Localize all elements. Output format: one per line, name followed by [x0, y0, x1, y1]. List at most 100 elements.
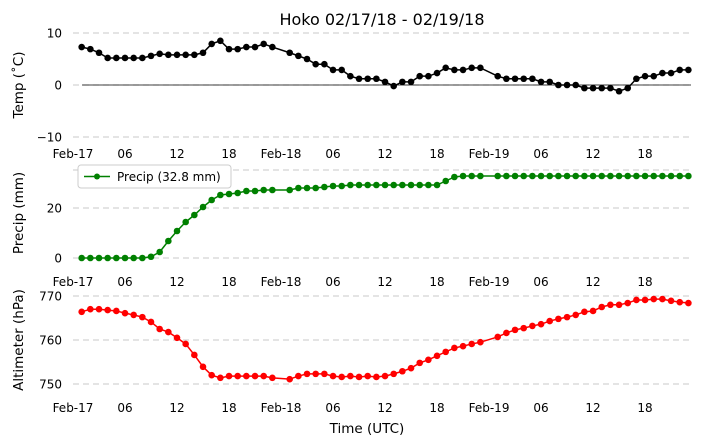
data-point — [659, 172, 666, 180]
data-point — [173, 227, 181, 235]
data-point — [321, 183, 328, 191]
data-point — [650, 172, 658, 180]
data-point — [269, 43, 276, 51]
data-point — [598, 172, 606, 180]
data-point — [477, 64, 484, 72]
data-point — [589, 307, 597, 315]
data-point — [451, 344, 458, 352]
data-point — [563, 313, 571, 321]
data-point — [468, 64, 476, 72]
data-point — [121, 54, 129, 62]
x-tick-label: 06 — [533, 401, 548, 415]
x-tick-label: 18 — [429, 275, 444, 289]
data-point — [295, 372, 302, 380]
data-point — [156, 50, 163, 58]
x-tick-label: 06 — [533, 275, 548, 289]
data-point — [303, 370, 311, 378]
data-point — [546, 78, 554, 86]
data-point — [286, 186, 293, 194]
data-point — [347, 181, 354, 189]
x-tick-label: 18 — [429, 401, 444, 415]
data-point — [546, 317, 554, 325]
x-tick-label: 12 — [377, 401, 392, 415]
data-point — [95, 254, 103, 262]
data-point — [529, 75, 536, 83]
data-point — [451, 173, 458, 181]
data-point — [659, 69, 666, 77]
data-point — [650, 72, 658, 80]
data-point — [329, 182, 337, 190]
data-point — [503, 329, 510, 337]
data-point — [139, 313, 146, 321]
y-tick-label: 760 — [39, 334, 62, 348]
x-tick-label: 12 — [585, 147, 600, 161]
data-point — [581, 308, 588, 316]
x-tick-label: 18 — [221, 401, 236, 415]
data-point — [321, 370, 328, 378]
data-point — [225, 372, 233, 380]
data-point — [156, 325, 163, 333]
data-point — [563, 172, 571, 180]
data-point — [572, 311, 580, 319]
data-point — [269, 374, 276, 382]
data-point — [312, 184, 319, 192]
data-point — [633, 75, 640, 83]
data-point — [641, 172, 649, 180]
data-point — [607, 84, 614, 92]
data-point — [78, 308, 85, 316]
data-point — [312, 60, 319, 68]
data-point — [459, 66, 467, 74]
data-point — [104, 254, 111, 262]
data-point — [113, 54, 120, 62]
data-point — [217, 374, 224, 382]
data-point — [234, 189, 241, 197]
data-point — [173, 334, 181, 342]
y-axis-label-precip: Precip (mm) — [11, 172, 27, 254]
data-point — [667, 172, 675, 180]
x-tick-label: 06 — [325, 275, 340, 289]
data-point — [373, 181, 380, 189]
y-tick-label: 0 — [54, 252, 62, 266]
data-point — [399, 181, 406, 189]
data-point — [165, 237, 172, 245]
data-point — [520, 75, 528, 83]
data-point — [615, 172, 623, 180]
data-point — [191, 351, 198, 359]
data-point — [338, 373, 345, 381]
data-point — [130, 311, 137, 319]
data-point — [520, 172, 528, 180]
x-tick-label: Feb-17 — [53, 275, 94, 289]
data-point — [615, 301, 623, 309]
data-point — [217, 191, 224, 199]
data-point — [381, 78, 389, 86]
data-point — [425, 181, 432, 189]
legend-box — [77, 164, 232, 189]
data-point — [555, 315, 562, 323]
data-point — [494, 72, 502, 80]
y-axis-label-altimeter: Altimeter (hPa) — [11, 289, 27, 391]
data-point — [373, 373, 380, 381]
y-tick-label: −10 — [37, 131, 62, 145]
legend-label: Precip (32.8 mm) — [117, 170, 221, 184]
legend-marker — [94, 173, 100, 180]
data-point — [503, 172, 510, 180]
data-point — [217, 37, 224, 45]
data-point — [641, 296, 649, 304]
data-point — [243, 372, 250, 380]
data-point — [113, 254, 120, 262]
data-point — [667, 297, 675, 305]
data-point — [494, 172, 502, 180]
data-point — [685, 66, 692, 74]
data-point — [416, 72, 424, 80]
data-point — [355, 373, 363, 381]
x-tick-label: 12 — [585, 275, 600, 289]
x-tick-label: Feb-17 — [53, 401, 94, 415]
data-point — [147, 253, 155, 261]
x-tick-label: 06 — [533, 147, 548, 161]
data-point — [199, 203, 207, 211]
legend: Precip (32.8 mm) — [77, 164, 232, 189]
data-point — [295, 184, 302, 192]
data-point — [260, 372, 267, 380]
data-point — [442, 64, 450, 72]
